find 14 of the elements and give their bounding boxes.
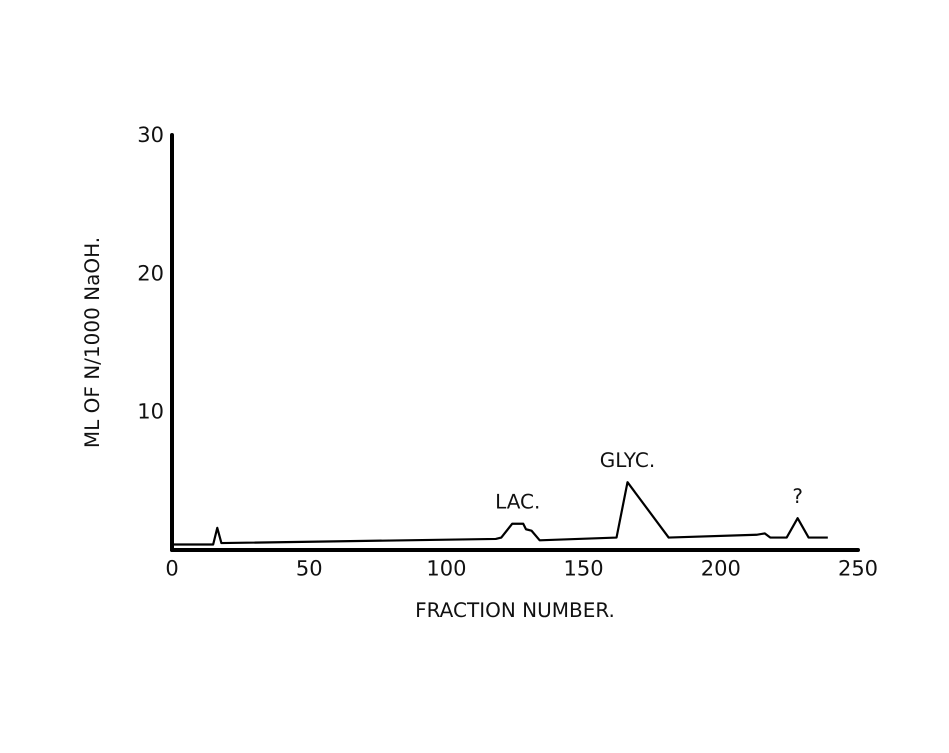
annotation: ? <box>792 484 803 508</box>
y-tick-label: 30 <box>137 123 164 147</box>
x-tick-label: 100 <box>426 556 466 580</box>
x-tick-label: 200 <box>700 556 741 580</box>
y-tick-label: 20 <box>137 261 164 286</box>
x-tick-label: 50 <box>296 556 323 580</box>
y-axis-title: ML OF N/1000 NaOH. <box>80 236 104 448</box>
y-tick-label: 10 <box>137 400 164 424</box>
x-axis-title: FRACTION NUMBER. <box>415 598 615 622</box>
x-tick-label: 0 <box>165 556 179 580</box>
x-tick-label: 150 <box>564 556 604 580</box>
annotation: LAC. <box>495 490 540 514</box>
x-tick-label: 250 <box>838 556 878 580</box>
annotation: GLYC. <box>600 448 656 472</box>
